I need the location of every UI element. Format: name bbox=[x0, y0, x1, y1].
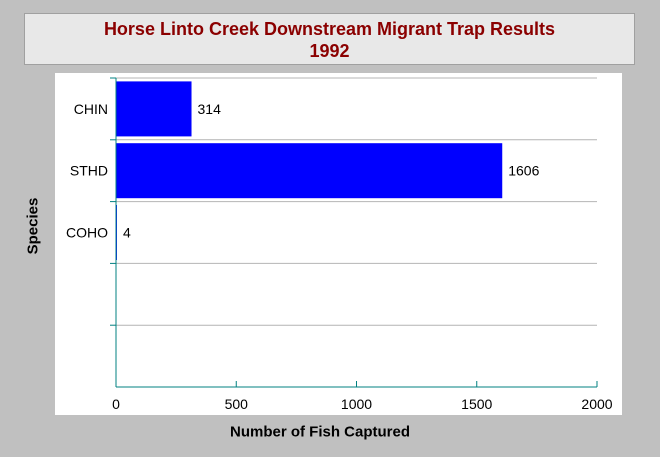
y-tick-label-sthd: STHD bbox=[70, 163, 108, 179]
x-tick-label: 0 bbox=[112, 396, 120, 412]
y-tick-label-coho: COHO bbox=[66, 225, 108, 241]
y-axis-label: Species bbox=[24, 197, 42, 255]
chart-title: Horse Linto Creek Downstream Migrant Tra… bbox=[103, 19, 556, 39]
x-axis-label: Number of Fish Captured bbox=[229, 423, 411, 441]
data-label-chin: 314 bbox=[198, 101, 222, 117]
chart-subtitle: 1992 bbox=[309, 41, 350, 61]
x-tick-label: 1500 bbox=[461, 396, 492, 412]
x-tick-label: 500 bbox=[225, 396, 249, 412]
bar-chin bbox=[116, 81, 192, 137]
data-label-coho: 4 bbox=[123, 225, 131, 241]
chart-title-box: Horse Linto Creek Downstream Migrant Tra… bbox=[24, 13, 635, 65]
x-tick-label: 2000 bbox=[581, 396, 612, 412]
x-tick-label: 1000 bbox=[341, 396, 372, 412]
y-tick-label-chin: CHIN bbox=[74, 101, 108, 117]
data-label-sthd: 1606 bbox=[508, 163, 539, 179]
bar-sthd bbox=[116, 143, 503, 199]
